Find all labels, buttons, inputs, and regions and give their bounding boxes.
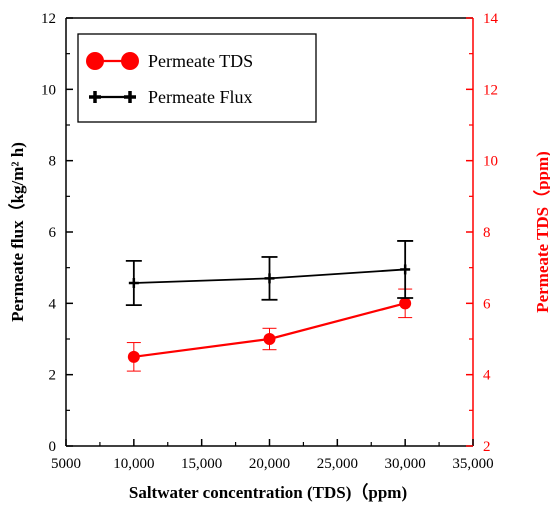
x-tick-label: 25,000 <box>317 456 358 472</box>
y-axis-right-title: Permeate TDS（ppm) <box>532 151 550 313</box>
legend-marker <box>121 52 139 70</box>
y-left-tick-label: 4 <box>49 296 57 312</box>
y-right-tick-label: 10 <box>483 154 498 170</box>
data-point <box>399 297 412 310</box>
y-left-tick-label: 8 <box>49 154 57 170</box>
x-tick-label: 10,000 <box>113 456 154 472</box>
y-axis-left-title: Permeate flux（kg/m² h) <box>7 142 27 322</box>
data-point <box>263 333 276 345</box>
legend-marker <box>86 52 104 70</box>
y-right-tick-label: 8 <box>483 225 491 241</box>
x-tick-label: 30,000 <box>385 456 426 472</box>
y-right-tick-label: 4 <box>483 368 491 384</box>
y-left-tick-label: 0 <box>49 439 57 455</box>
y-right-tick-label: 12 <box>483 82 498 98</box>
x-tick-label: 15,000 <box>181 456 222 472</box>
series-permeate-flux <box>125 240 414 307</box>
legend-label: Permeate Flux <box>148 87 252 107</box>
series-permeate-tds <box>126 288 413 372</box>
legend: Permeate TDS Permeate Flux <box>77 33 317 123</box>
legend-box <box>77 33 317 123</box>
axes: 5000 10,000 15,000 20,000 25,000 30,000 35,000… <box>41 11 499 472</box>
y-left-tick-label: 6 <box>49 225 57 241</box>
x-tick-label: 35,000 <box>452 456 493 472</box>
series-layer <box>125 240 414 372</box>
y-right-tick-label: 2 <box>483 439 491 455</box>
x-tick-label: 20,000 <box>249 456 290 472</box>
y-left-tick-label: 10 <box>41 82 56 98</box>
x-axis-title: Saltwater concentration (TDS)（ppm) <box>129 482 407 502</box>
x-tick-label: 5000 <box>51 456 81 472</box>
y-right-tick-label: 6 <box>483 296 491 312</box>
y-left-tick-label: 12 <box>41 11 56 27</box>
legend-label: Permeate TDS <box>148 51 253 71</box>
y-right-tick-label: 14 <box>483 11 499 27</box>
y-left-tick-label: 2 <box>49 368 57 384</box>
data-point <box>127 350 140 363</box>
